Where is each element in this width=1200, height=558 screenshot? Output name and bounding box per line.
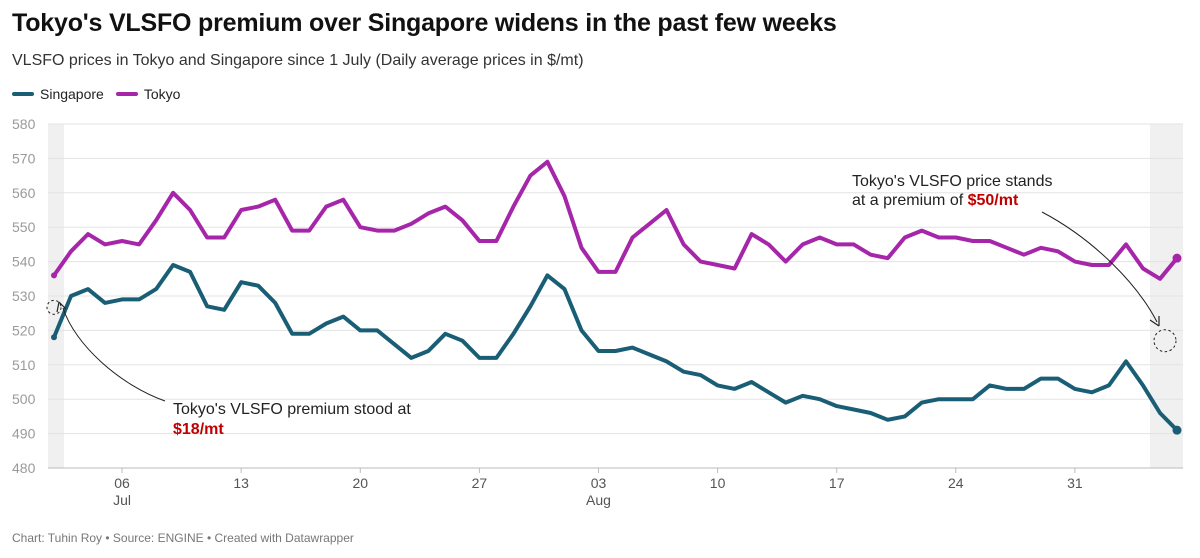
legend-item-singapore[interactable]: Singapore	[12, 86, 104, 102]
annotation-text-left: Tokyo's VLSFO premium stood at	[173, 401, 411, 418]
y-tick-label: 500	[12, 391, 36, 407]
y-tick-label: 520	[12, 322, 36, 338]
annotation-marker-left	[46, 299, 62, 315]
y-tick-label: 550	[12, 219, 36, 235]
annotation-value-right: $50/mt	[968, 192, 1019, 209]
x-tick-sublabel: Aug	[586, 492, 611, 508]
chart-title: Tokyo's VLSFO premium over Singapore wid…	[12, 9, 837, 37]
x-tick-sublabel: Jul	[113, 492, 131, 508]
x-tick-label: 10	[710, 475, 726, 491]
annotation-arrow-left	[62, 307, 166, 402]
x-tick-label: 27	[472, 475, 488, 491]
annotation-arrowhead-left	[56, 301, 67, 313]
x-tick-label: 31	[1067, 475, 1083, 491]
x-tick-label: 06	[114, 475, 130, 491]
chart-footer: Chart: Tuhin Roy • Source: ENGINE • Crea…	[12, 531, 354, 545]
legend-label-singapore: Singapore	[40, 86, 104, 102]
chart-subtitle: VLSFO prices in Tokyo and Singapore sinc…	[12, 52, 584, 69]
series-end-dot-singapore	[1172, 425, 1182, 435]
annotation-arrowhead-right	[1149, 316, 1160, 327]
series-line-singapore	[52, 263, 1179, 433]
x-tick-label: 13	[233, 475, 249, 491]
annotation-arrow-right	[1041, 211, 1158, 323]
x-tick-label: 03	[591, 475, 607, 491]
annotation-marker-right	[1153, 329, 1177, 353]
annotation-value-left: $18/mt	[173, 421, 224, 438]
legend-swatch-singapore	[12, 92, 34, 96]
legend-swatch-tokyo	[115, 92, 138, 96]
x-tick-label: 20	[352, 475, 368, 491]
x-tick-label: 24	[948, 475, 964, 491]
y-tick-label: 510	[12, 357, 36, 373]
y-tick-label: 480	[12, 460, 36, 476]
annotation-text-right-line2: at a premium of $50/mt	[852, 192, 1019, 209]
legend: Singapore Tokyo	[12, 86, 180, 102]
legend-item-tokyo[interactable]: Tokyo	[115, 86, 181, 102]
y-tick-label: 540	[12, 254, 36, 270]
y-tick-label: 580	[12, 116, 36, 132]
y-tick-label: 560	[12, 185, 36, 201]
series-line-tokyo	[52, 159, 1179, 281]
series-start-dot-singapore	[51, 334, 57, 341]
y-tick-label: 490	[12, 426, 36, 442]
series-end-dot-tokyo	[1172, 253, 1182, 263]
y-tick-label: 570	[12, 150, 36, 166]
x-tick-label: 17	[829, 475, 845, 491]
series-start-dot-tokyo	[51, 272, 57, 279]
annotation-text-right-line1: Tokyo's VLSFO price stands	[852, 173, 1052, 190]
legend-label-tokyo: Tokyo	[143, 86, 181, 102]
y-tick-label: 530	[12, 288, 36, 304]
